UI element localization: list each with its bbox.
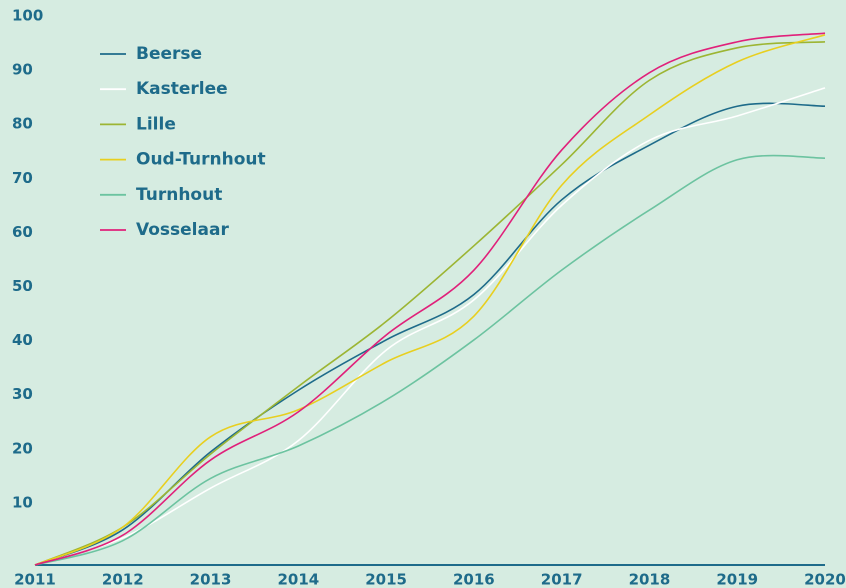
x-tick-label: 2015 <box>365 571 407 588</box>
x-tick-label: 2013 <box>190 571 232 588</box>
x-tick-label: 2012 <box>102 571 144 588</box>
series-line <box>34 34 826 566</box>
y-tick-label: 50 <box>12 277 33 295</box>
y-tick-label: 90 <box>12 61 33 79</box>
y-tick-label: 10 <box>12 493 33 511</box>
series-line <box>34 41 826 566</box>
y-tick-label: 20 <box>12 439 33 457</box>
x-tick-label: 2017 <box>541 571 583 588</box>
y-tick-label: 40 <box>12 331 33 349</box>
x-tick-label: 2014 <box>277 571 319 588</box>
legend-label: Vosselaar <box>136 220 229 240</box>
legend-label: Turnhout <box>136 185 222 205</box>
x-tick-label: 2018 <box>629 571 671 588</box>
y-tick-label: 30 <box>12 385 33 403</box>
x-tick-label: 2016 <box>453 571 495 588</box>
legend-label: Kasterlee <box>136 79 228 99</box>
y-tick-label: 60 <box>12 223 33 241</box>
y-tick-label: 100 <box>12 7 43 25</box>
series-line <box>34 154 826 566</box>
x-tick-label: 2020 <box>804 571 846 588</box>
x-tick-label: 2011 <box>14 571 56 588</box>
legend-label: Oud-Turnhout <box>136 150 266 170</box>
y-tick-label: 80 <box>12 115 33 133</box>
legend-label: Beerse <box>136 44 202 64</box>
y-tick-label: 70 <box>12 169 33 187</box>
legend-label: Lille <box>136 114 176 134</box>
series-line <box>34 87 826 566</box>
series-line <box>34 32 826 566</box>
x-tick-label: 2019 <box>716 571 758 588</box>
